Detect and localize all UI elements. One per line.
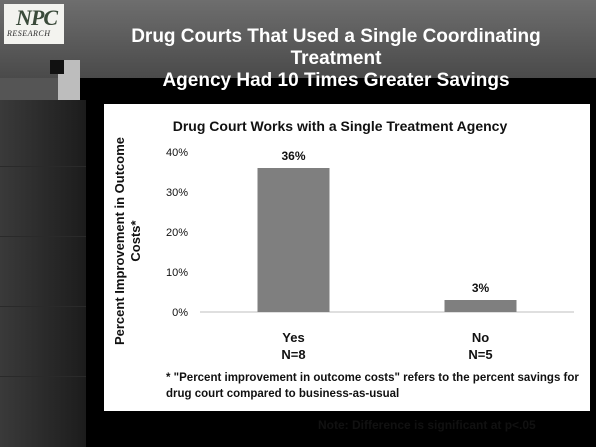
slide-title: Drug Courts That Used a Single Coordinat… bbox=[131, 26, 541, 91]
x-axis-labels: Yes N=8 No N=5 bbox=[281, 330, 492, 362]
x-category-label: No bbox=[472, 330, 489, 345]
sidebar-divider bbox=[0, 236, 86, 237]
x-sample-size-label: N=8 bbox=[281, 347, 305, 362]
y-axis-label-line: Costs* bbox=[128, 219, 143, 261]
y-tick-label: 10% bbox=[166, 267, 188, 279]
chart-title: Drug Court Works with a Single Treatment… bbox=[173, 118, 508, 134]
chart-panel: Drug Court Works with a Single Treatment… bbox=[104, 104, 590, 411]
y-axis-label-line: Percent Improvement in Outcome bbox=[112, 137, 127, 345]
bar-no bbox=[444, 300, 517, 312]
y-tick-label: 0% bbox=[172, 307, 188, 319]
bar-yes bbox=[257, 168, 330, 312]
bar-value-label: 3% bbox=[472, 281, 490, 295]
decor-square-dark bbox=[50, 60, 64, 74]
bar-chart: Drug Court Works with a Single Treatment… bbox=[112, 118, 574, 362]
chart-footnote: * "Percent improvement in outcome costs"… bbox=[166, 372, 579, 400]
y-tick-label: 40% bbox=[166, 147, 188, 159]
sidebar-divider bbox=[0, 166, 86, 167]
sidebar-divider bbox=[0, 306, 86, 307]
bars: 36% 3% bbox=[257, 149, 517, 312]
logo-subtitle: RESEARCH bbox=[7, 29, 51, 38]
y-axis-ticks: 0% 10% 20% 30% 40% bbox=[166, 147, 188, 319]
npc-research-logo: NPC RESEARCH bbox=[4, 4, 64, 44]
significance-note: Note: Difference is significant at p<.05 bbox=[318, 418, 536, 432]
x-category-label: Yes bbox=[282, 330, 304, 345]
slide-header: NPC RESEARCH Drug Courts That Used a Sin… bbox=[0, 0, 596, 91]
y-tick-label: 30% bbox=[166, 187, 188, 199]
y-tick-label: 20% bbox=[166, 227, 188, 239]
y-axis-label: Percent Improvement in Outcome Costs* bbox=[112, 137, 143, 345]
logo-letters: NPC bbox=[16, 5, 58, 30]
sidebar-divider bbox=[0, 376, 86, 377]
sidebar-decoration bbox=[0, 100, 86, 447]
decor-bar-left bbox=[0, 78, 58, 100]
bar-value-label: 36% bbox=[281, 149, 305, 163]
x-sample-size-label: N=5 bbox=[468, 347, 492, 362]
